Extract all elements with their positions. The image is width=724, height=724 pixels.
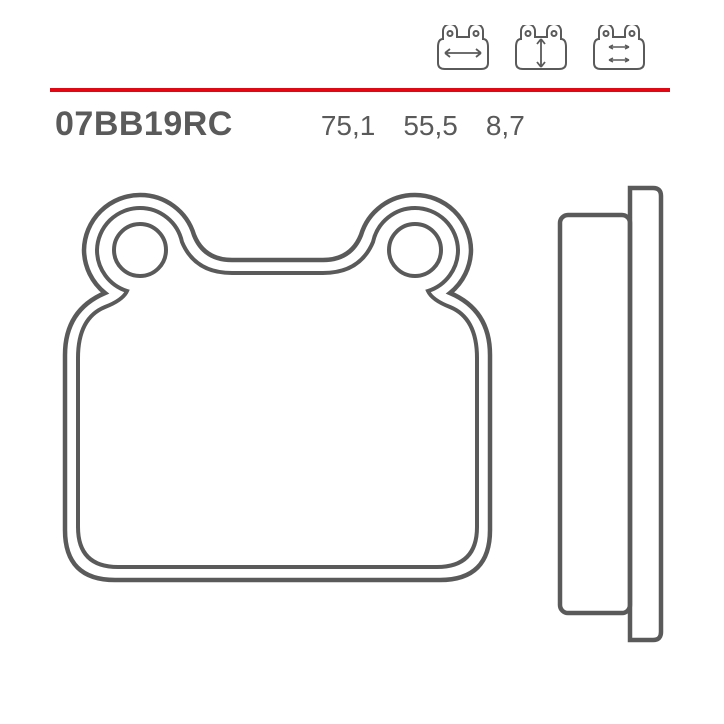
dimension-icons (433, 25, 649, 73)
pad-height-icon (511, 25, 571, 73)
pad-thickness-icon (589, 25, 649, 73)
dimensions-list: 75,1 55,5 8,7 (321, 110, 525, 142)
dimension-width: 75,1 (321, 110, 376, 142)
info-row: 07BB19RC 75,1 55,5 8,7 (55, 105, 675, 144)
pad-width-icon (433, 25, 493, 73)
dimension-thickness: 8,7 (486, 110, 525, 142)
brake-pad-side-view (560, 188, 661, 640)
dimension-height: 55,5 (403, 110, 458, 142)
product-code: 07BB19RC (55, 105, 233, 144)
brake-pad-front-view (65, 195, 490, 580)
divider-line (50, 88, 670, 92)
technical-drawing (55, 180, 675, 660)
